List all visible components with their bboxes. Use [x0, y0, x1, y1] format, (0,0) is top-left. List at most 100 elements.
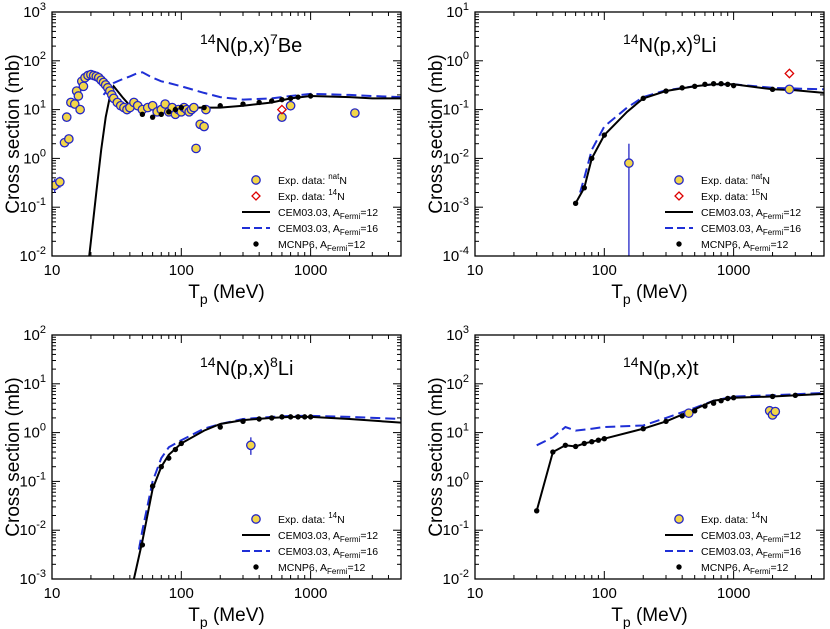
mcnp-point	[730, 82, 737, 89]
plot-area	[52, 69, 401, 256]
x-tick-label: 100	[169, 262, 194, 279]
exp-point	[770, 406, 781, 417]
mcnp-point	[640, 95, 646, 102]
mcnp-point	[307, 93, 314, 99]
x-tick-label: 10	[467, 585, 484, 602]
legend-label: Exp. data: 14N	[701, 511, 768, 526]
plot-frame	[51, 334, 402, 580]
y-tick-label: 10-3	[443, 196, 469, 216]
mcnp-point	[158, 111, 164, 118]
panel-title: 14N(p,x)8Li	[200, 354, 293, 380]
exp-point	[350, 108, 360, 118]
legend-label: MCNP6, AFermi=12	[701, 562, 788, 576]
x-tick-label: 100	[169, 585, 194, 602]
cem12-line	[535, 392, 824, 512]
y-tick-label: 103	[23, 1, 46, 21]
legend-exp-marker	[251, 514, 261, 524]
y-tick-label: 10-3	[20, 568, 46, 588]
plot-area	[572, 68, 824, 256]
mcnp-point	[562, 442, 569, 448]
y-tick-label: 10-1	[20, 470, 46, 490]
mcnp-point	[718, 80, 724, 87]
y-tick-label: 101	[446, 1, 469, 21]
x-tick-label: 1000	[294, 262, 327, 279]
exp-point	[75, 104, 85, 115]
cem16-line	[536, 391, 824, 447]
exp-point	[188, 102, 199, 113]
legend-exp-marker	[674, 514, 684, 524]
mcnp-point	[769, 393, 776, 400]
mcnp-point	[702, 81, 708, 87]
exp-point	[624, 158, 634, 168]
plot-frame	[474, 11, 825, 257]
y-axis-label: Cross section (mb)	[3, 377, 24, 536]
legend-label: CEM03.03, AFermi=12	[278, 530, 378, 544]
panel-title: 14N(p,x)7Be	[200, 31, 302, 57]
mcnp-point	[279, 414, 285, 420]
mcnp-point	[149, 114, 156, 120]
exp2-point	[784, 68, 795, 79]
mcnp-point	[295, 414, 301, 420]
y-tick-label: 101	[23, 99, 46, 119]
legend-exp2-marker	[674, 191, 684, 201]
legend-label: CEM03.03, AFermi=16	[701, 546, 801, 560]
y-tick-label: 10-2	[20, 245, 46, 265]
exp-point	[191, 143, 201, 154]
exp-point	[285, 100, 296, 111]
legend-mcnp-marker	[253, 564, 259, 570]
mcnp-point	[601, 435, 608, 442]
plot-area	[533, 391, 824, 514]
mcnp-point	[302, 414, 308, 420]
cem16-line	[102, 71, 401, 101]
exp-point	[683, 408, 694, 419]
mcnp-point	[581, 440, 587, 447]
legend-label: MCNP6, AFermi=12	[278, 239, 365, 253]
mcnp-point	[139, 111, 146, 118]
legend-label: CEM03.03, AFermi=12	[278, 207, 378, 221]
y-tick-label: 102	[23, 324, 46, 344]
y-tick-label: 10-2	[443, 147, 469, 167]
x-tick-label: 10	[44, 585, 61, 602]
y-tick-label: 102	[446, 373, 469, 393]
mcnp-point	[691, 83, 698, 90]
y-tick-label: 10-1	[443, 99, 469, 119]
chart-panel-1: 10 100 1000 10-2 10-1 100 101 102 103 Tp (MeV) Cro…	[3, 1, 402, 307]
x-tick-label: 100	[592, 262, 617, 279]
legend-mcnp-marker	[676, 564, 682, 570]
y-tick-label: 10-4	[443, 245, 469, 265]
mcnp-point	[589, 439, 595, 445]
mcnp-point	[581, 185, 587, 191]
x-axis-label: Tp (MeV)	[188, 282, 264, 307]
mcnp-point	[718, 398, 724, 404]
mcnp-point	[178, 104, 185, 111]
exp2-point	[276, 104, 288, 115]
mcnp-point	[166, 455, 172, 461]
x-axis-label: Tp (MeV)	[188, 605, 264, 629]
y-tick-label: 102	[23, 50, 46, 70]
y-tick-label: 10-2	[20, 519, 46, 539]
mcnp-point	[725, 395, 731, 402]
exp-point	[78, 81, 89, 92]
legend-label: Exp. data: natN	[278, 172, 347, 187]
mcnp-point	[730, 394, 737, 401]
legend-label: Exp. data: 15N	[701, 188, 768, 203]
legend: Exp. data: 14N CEM03.03, AFermi=12 CEM03.0…	[242, 511, 378, 576]
mcnp-point	[792, 392, 799, 399]
mcnp-point	[663, 418, 669, 425]
mcnp-point	[679, 85, 685, 91]
legend-label: CEM03.03, AFermi=16	[278, 223, 378, 237]
legend-exp-marker	[674, 175, 684, 185]
exp-point	[246, 440, 256, 451]
y-tick-label: 101	[446, 422, 469, 442]
legend-label: MCNP6, AFermi=12	[278, 562, 365, 576]
panel-title: 14N(p,x)t	[623, 354, 699, 380]
cem12-line	[574, 83, 824, 204]
mcnp-point	[172, 446, 179, 453]
mcnp-point	[725, 81, 731, 87]
legend-label: CEM03.03, AFermi=16	[278, 546, 378, 560]
x-tick-label: 10	[44, 262, 61, 279]
legend-label: CEM03.03, AFermi=12	[701, 530, 801, 544]
y-tick-label: 100	[23, 147, 46, 167]
plot-area	[132, 414, 401, 579]
